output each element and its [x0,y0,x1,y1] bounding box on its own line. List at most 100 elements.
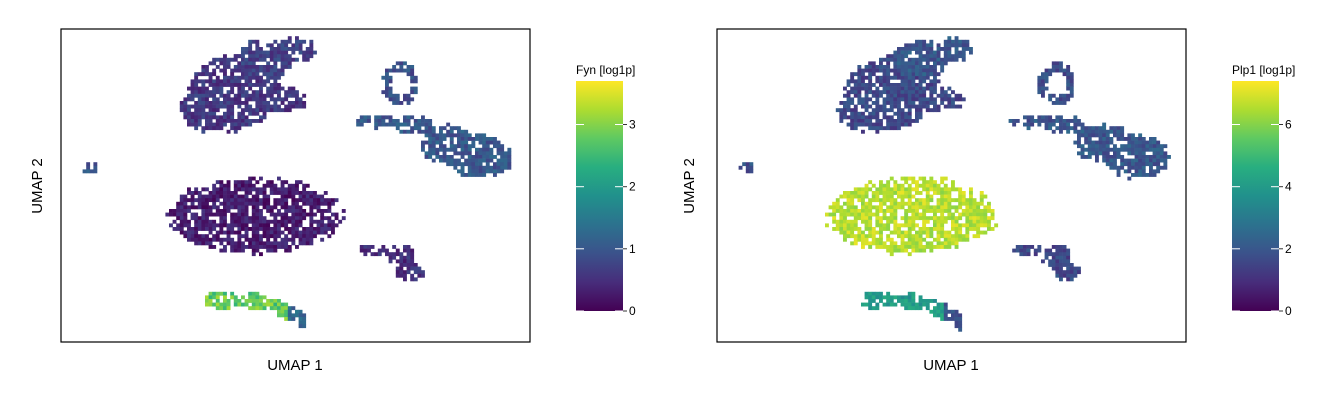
cell-point [915,198,919,203]
cell-point [205,198,209,203]
cell-point [915,111,919,116]
cell-point [1055,263,1060,267]
cell-point [482,144,487,149]
cell-point [929,216,934,221]
cell-point [864,234,869,239]
cell-point [1116,169,1121,174]
cell-point [269,205,274,210]
cell-point [954,54,959,59]
cell-point [1138,144,1143,149]
cell-point [889,108,894,113]
cell-point [871,205,876,210]
cell-point [323,209,328,213]
cell-point [251,57,256,62]
cell-point [215,291,220,296]
cell-point [507,162,512,167]
cell-point [233,180,238,185]
cell-point [875,126,880,131]
cell-point [911,205,916,210]
cell-point [1116,155,1121,159]
cell-point [936,104,941,109]
cell-point [1041,86,1045,91]
cell-point [897,183,901,188]
cell-point [287,309,292,314]
cell-point [1087,151,1092,156]
cell-point [904,180,909,185]
cell-point [1048,248,1053,253]
cell-point [219,191,224,195]
cell-point [882,209,887,213]
cell-point [453,158,458,163]
cell-point [857,111,862,116]
cluster-right-ring [381,61,418,105]
cell-point [911,83,916,87]
cluster-far-left-small [738,162,754,174]
cell-point [868,90,873,95]
cell-point [875,90,880,95]
cell-point [403,263,407,267]
cell-point [341,209,346,213]
cell-point [277,83,281,87]
cell-point [857,101,862,105]
cell-point [284,97,289,102]
cluster-right-elongated [1008,115,1171,181]
cell-point [918,216,923,221]
cell-point [241,201,245,206]
cell-point [882,201,887,206]
cell-point [244,122,249,127]
cell-point [208,212,213,217]
cell-point [251,216,256,221]
cell-point [392,122,397,127]
cell-point [839,212,844,217]
cell-point [291,216,296,221]
cell-point [1087,140,1092,145]
cell-point [287,65,292,69]
cell-point [197,227,202,231]
cell-point [295,223,299,228]
cell-point [385,83,389,87]
cell-point [893,245,898,249]
cell-point [399,61,404,66]
cell-point [251,230,256,235]
cell-point [320,230,325,235]
cell-point [951,227,955,231]
cell-point [915,75,919,80]
cell-point [359,122,364,127]
cell-point [965,198,970,203]
cell-point [897,227,901,231]
cell-point [205,86,209,91]
cell-point [846,122,851,127]
cell-point [208,83,213,87]
cell-point [846,198,851,203]
cell-point [893,122,898,127]
cell-point [309,205,314,210]
cell-point [1123,137,1128,141]
cell-point [943,230,948,235]
cell-point [478,169,483,174]
cell-point [341,216,346,221]
cell-point [302,324,307,329]
cell-point [269,183,274,188]
cell-point [1055,115,1060,120]
cell-point [215,119,220,123]
cell-point [251,223,256,228]
cell-point [1059,273,1063,278]
cell-point [496,165,501,170]
cell-point [439,140,443,145]
cell-point [951,216,955,221]
cell-point [205,237,209,242]
cell-point [503,158,508,163]
cell-point [248,187,253,192]
cluster-top-center [893,36,973,80]
cell-point [1030,122,1035,127]
cell-point [918,93,923,98]
cell-point [886,299,891,303]
cell-point [298,212,303,217]
cell-point [208,194,213,199]
colorbar-tick-label: 2 [1285,242,1292,256]
cell-point [464,151,469,156]
cell-point [1066,266,1071,271]
cell-point [900,86,905,91]
cell-point [868,119,873,123]
cell-point [244,209,249,213]
